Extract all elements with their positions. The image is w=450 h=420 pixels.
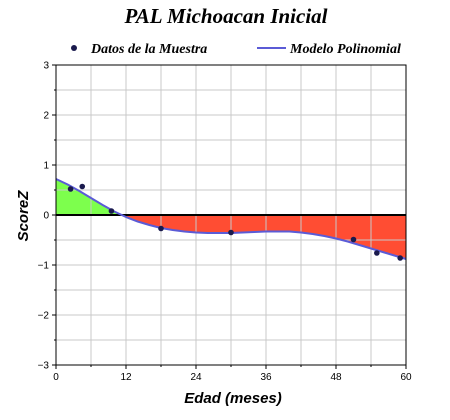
y-tick-label: 0: [43, 211, 49, 222]
x-tick-label: 60: [400, 372, 412, 383]
data-points: [67, 183, 403, 261]
x-tick-label: 36: [260, 372, 272, 383]
x-tick-label: 24: [190, 372, 202, 383]
y-tick-label: −2: [38, 311, 50, 322]
data-point: [374, 250, 380, 256]
y-axis-ticks: −3 −2 −1 0 1 2 3: [38, 61, 56, 372]
legend-line-label: Modelo Polinomial: [289, 42, 401, 57]
x-tick-label: 48: [330, 372, 342, 383]
area-below-zero: [121, 215, 407, 259]
data-point: [350, 236, 357, 243]
x-axis-ticks: 0 12 24 36 48 60: [53, 365, 412, 383]
chart-title: PAL Michoacan Inicial: [123, 4, 327, 28]
y-tick-label: −3: [38, 361, 50, 372]
y-tick-label: 3: [43, 61, 49, 72]
legend-points-label: Datos de la Muestra: [90, 42, 207, 57]
y-tick-label: 1: [43, 161, 49, 172]
legend: Datos de la Muestra Modelo Polinomial: [71, 42, 401, 57]
data-point: [67, 186, 74, 192]
y-tick-label: −1: [38, 261, 50, 272]
data-point: [79, 183, 86, 190]
legend-points-marker: [71, 45, 77, 51]
y-tick-label: 2: [43, 111, 49, 122]
x-axis-title: Edad (meses): [184, 390, 282, 407]
x-tick-label: 12: [120, 372, 132, 383]
data-point: [397, 255, 403, 261]
data-point: [108, 208, 115, 214]
y-axis-title: ScoreZ: [15, 190, 32, 242]
data-point: [228, 229, 234, 236]
data-point: [158, 225, 164, 232]
x-tick-label: 0: [53, 372, 59, 383]
